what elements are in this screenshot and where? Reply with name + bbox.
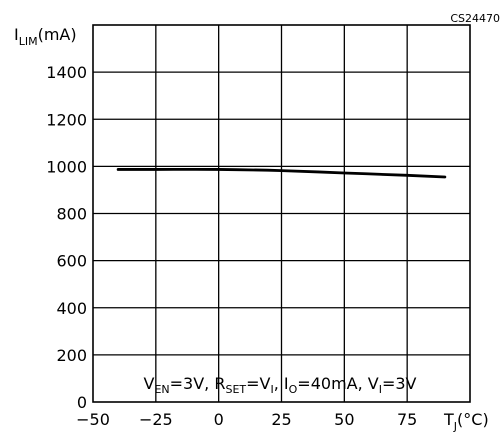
annotation-symbol: R [214,374,225,393]
y-tick-label: 800 [56,205,87,224]
x-axis-label: TJ(°C) [443,410,489,432]
annotation-text: , [274,374,284,393]
annotation-subscript: O [289,383,298,396]
y-tick-label: 1200 [46,110,87,129]
x-tick-label: 75 [397,410,417,429]
annotation-symbol: I [284,374,289,393]
y-tick-label: 1400 [46,63,87,82]
y-tick-label: 0 [77,393,87,412]
x-axis-label-sub: J [453,420,457,432]
x-axis-label-unit: (°C) [457,410,489,429]
y-axis-label: ILIM(mA) [14,25,77,48]
y-axis-label-sub: LIM [19,35,38,48]
y-tick-label: 600 [56,252,87,271]
y-ticks: 0 200 400 600 800 1000 1200 1400 [46,63,87,412]
x-tick-label: 25 [271,410,291,429]
x-axis-label-main: T [443,410,454,429]
annotation-text: =40mA, [297,374,367,393]
annotation-subscript: I [379,383,382,396]
annotation-subscript: SET [225,383,246,396]
y-tick-label: 200 [56,346,87,365]
x-tick-label: −25 [139,410,173,429]
x-tick-label: 0 [214,410,224,429]
x-ticks: −50 −25 0 25 50 75 [76,410,417,429]
annotation-text: =3V [382,374,417,393]
figure-code: CS24470 [450,12,500,25]
series-group [116,167,447,179]
y-axis-label-main: I [14,25,19,44]
conditions-annotation: VEN=3V, RSET=VI, IO=40mA, VI=3V [144,374,417,396]
y-tick-label: 1000 [46,157,87,176]
grid [92,24,471,403]
x-tick-label: −50 [76,410,110,429]
annotation-text: =3V, [170,374,215,393]
annotation-subscript: EN [154,383,169,396]
series-line [116,167,447,179]
annotation-text: =V [246,374,270,393]
x-tick-label: 50 [334,410,354,429]
annotation-subscript: I [270,383,273,396]
annotation-symbol: V [368,374,379,393]
y-tick-label: 400 [56,299,87,318]
y-axis-label-unit: (mA) [38,25,77,44]
annotation-symbol: V [144,374,155,393]
